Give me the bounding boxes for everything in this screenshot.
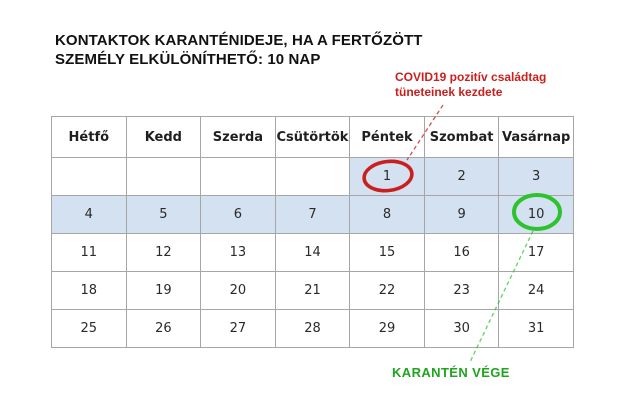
- calendar-cell-day-6: 6: [200, 195, 276, 234]
- calendar-week-row: 11 12 13 14 15 16 17: [51, 233, 574, 272]
- calendar-cell-empty: [200, 157, 276, 196]
- calendar-cell: 23: [423, 271, 500, 310]
- calendar-cell: 26: [125, 309, 202, 348]
- day-header-sunday: Vasárnap: [498, 116, 574, 158]
- calendar-cell: 17: [498, 233, 574, 272]
- calendar-cell: 27: [200, 309, 276, 348]
- calendar-cell-day-8: 8: [349, 195, 425, 234]
- quarantine-calendar-table: Hétfő Kedd Szerda Csütörtök Péntek Szomb…: [51, 116, 574, 348]
- calendar-cell-day-2: 2: [423, 157, 500, 196]
- calendar-cell: 12: [125, 233, 202, 272]
- calendar-cell-day-4: 4: [51, 195, 127, 234]
- day-header-monday: Hétfő: [51, 116, 127, 158]
- calendar-cell: 21: [274, 271, 351, 310]
- calendar-cell-day-7: 7: [274, 195, 351, 234]
- day-header-saturday: Szombat: [423, 116, 500, 158]
- covid-symptom-start-label: COVID19 pozitív családtag tüneteinek kez…: [395, 70, 546, 100]
- calendar-cell-day-3: 3: [498, 157, 574, 196]
- calendar-cell: 19: [125, 271, 202, 310]
- day-header-friday: Péntek: [349, 116, 425, 158]
- calendar-cell-day-1: 1: [349, 157, 425, 196]
- calendar-cell: 18: [51, 271, 127, 310]
- day-header-thursday: Csütörtök: [274, 116, 351, 158]
- calendar-cell: 30: [423, 309, 500, 348]
- calendar-cell: 29: [349, 309, 425, 348]
- calendar-cell-empty: [125, 157, 202, 196]
- calendar-cell: 20: [200, 271, 276, 310]
- day-header-wednesday: Szerda: [200, 116, 276, 158]
- calendar-week-row: 18 19 20 21 22 23 24: [51, 271, 574, 310]
- calendar-cell-day-10: 10: [498, 195, 574, 234]
- calendar-week-row: 4 5 6 7 8 9 10: [51, 195, 574, 234]
- calendar-cell: 11: [51, 233, 127, 272]
- calendar-cell: 13: [200, 233, 276, 272]
- covid-symptom-start-label-line1: COVID19 pozitív családtag: [395, 70, 547, 84]
- day-header-row: Hétfő Kedd Szerda Csütörtök Péntek Szomb…: [51, 116, 574, 158]
- calendar-cell: 25: [51, 309, 127, 348]
- quarantine-end-label: KARANTÉN VÉGE: [392, 365, 510, 380]
- calendar-cell: 24: [498, 271, 574, 310]
- calendar-cell: 31: [498, 309, 574, 348]
- calendar-cell: 28: [274, 309, 351, 348]
- covid-symptom-start-label-line2: tüneteinek kezdete: [395, 85, 503, 99]
- page-title-line2: SZEMÉLY ELKÜLÖNÍTHETŐ: 10 NAP: [55, 51, 321, 68]
- calendar-cell-day-5: 5: [125, 195, 202, 234]
- calendar-week-row: 1 2 3: [51, 157, 574, 196]
- calendar-cell-empty: [51, 157, 127, 196]
- calendar-cell: 22: [349, 271, 425, 310]
- calendar-cell-day-9: 9: [423, 195, 500, 234]
- page-title: KONTAKTOK KARANTÉNIDEJE, HA A FERTŐZÖTT …: [55, 31, 423, 69]
- calendar-cell-empty: [274, 157, 351, 196]
- calendar-cell: 14: [274, 233, 351, 272]
- calendar-week-row: 25 26 27 28 29 30 31: [51, 309, 574, 348]
- page-title-line1: KONTAKTOK KARANTÉNIDEJE, HA A FERTŐZÖTT: [55, 32, 423, 49]
- calendar-cell: 15: [349, 233, 425, 272]
- calendar-cell: 16: [423, 233, 500, 272]
- day-header-tuesday: Kedd: [125, 116, 202, 158]
